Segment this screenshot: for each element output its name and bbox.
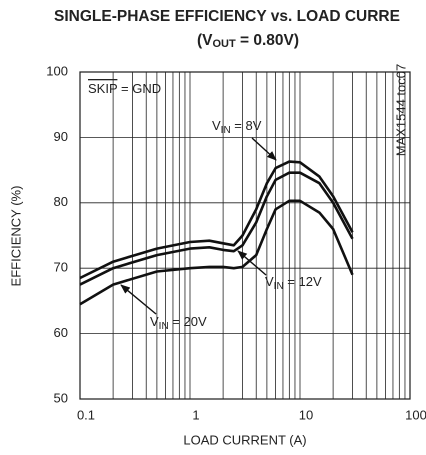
annotation: VIN = 20V xyxy=(150,314,207,331)
annotation-arrow xyxy=(237,250,267,276)
annotation-arrow xyxy=(120,284,157,315)
chart-title: SINGLE-PHASE EFFICIENCY vs. LOAD CURRE xyxy=(54,8,400,25)
y-tick-label: 80 xyxy=(54,194,68,209)
line-series xyxy=(79,160,354,280)
annotation: SKIP = GND xyxy=(88,81,161,96)
x-tick-label: 1 xyxy=(192,407,199,422)
annotation-part: V xyxy=(265,274,274,289)
y-tick-label: 90 xyxy=(54,129,68,144)
annotation-arrow xyxy=(251,137,277,161)
annotation-part: = GND xyxy=(117,81,161,96)
y-tick-label: 70 xyxy=(54,260,68,275)
annotation-sub: IN xyxy=(274,281,284,292)
annotation-part: V xyxy=(150,314,159,329)
annotation: VIN = 12V xyxy=(265,274,322,291)
x-tick-label: 10 xyxy=(299,407,313,422)
annotation-part: = 12V xyxy=(284,274,322,289)
chart-subtitle: (VOUT = 0.80V) xyxy=(197,32,299,50)
annotation-sub: IN xyxy=(159,321,169,332)
annotation-sub: IN xyxy=(221,125,231,136)
figure-id: MAX1544 toc07 xyxy=(393,64,408,157)
subtitle-sub: OUT xyxy=(212,38,236,50)
annotation: VIN = 8V xyxy=(212,118,262,135)
x-tick-label: 0.1 xyxy=(77,407,95,422)
x-axis-label: LOAD CURRENT (A) xyxy=(183,432,306,447)
x-tick-label: 100 xyxy=(405,407,426,422)
y-tick-label: 100 xyxy=(46,63,68,78)
subtitle-part: (V xyxy=(197,32,213,49)
annotation-part: = 20V xyxy=(169,314,207,329)
y-axis-label: EFFICIENCY (%) xyxy=(8,186,23,287)
y-tick-label: 50 xyxy=(54,390,68,405)
subtitle-part: = 0.80V) xyxy=(236,32,299,49)
annotation-part: V xyxy=(212,118,221,133)
y-tick-label: 60 xyxy=(54,325,68,340)
line-series xyxy=(79,171,354,286)
annotations: SKIP = GND VIN = 8V VIN = 12V VIN = 20V … xyxy=(88,64,408,332)
annotation-part: SKIP xyxy=(88,81,117,96)
annotation-part: = 8V xyxy=(231,118,262,133)
